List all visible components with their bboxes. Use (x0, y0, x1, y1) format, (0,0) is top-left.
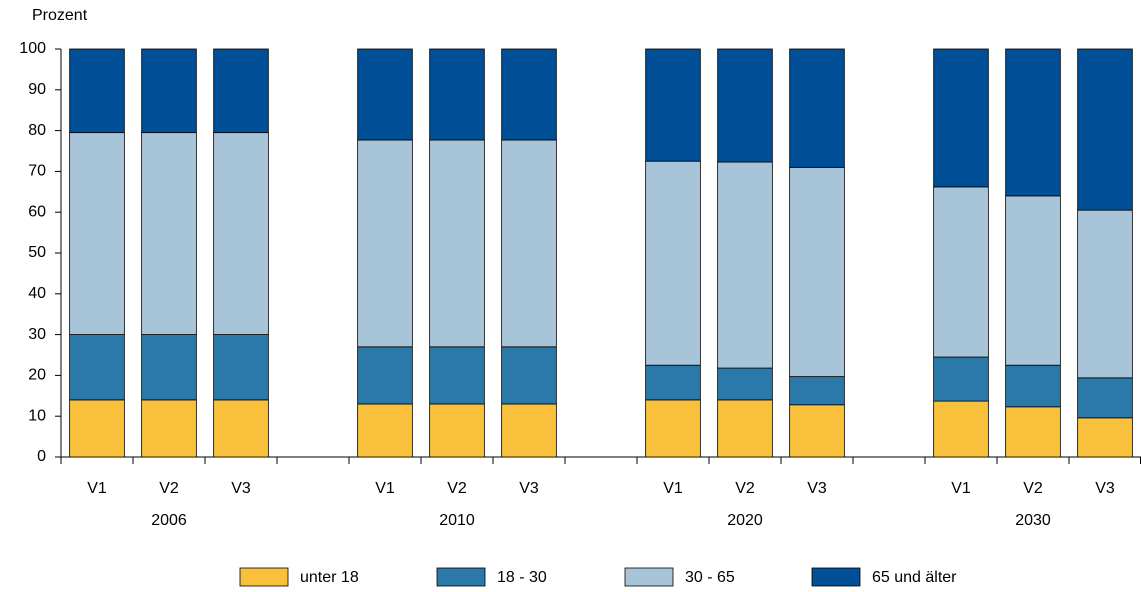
bar-segment (933, 186, 989, 358)
x-tick-label: V3 (807, 480, 827, 497)
bar-segment (141, 334, 197, 401)
bar-segment (717, 399, 773, 458)
y-tick-label: 30 (28, 326, 46, 343)
group-label: 2030 (1015, 512, 1051, 529)
legend-swatch (624, 567, 674, 587)
bar-segment (645, 364, 701, 401)
x-tick-label: V2 (735, 480, 755, 497)
x-tick-label: V2 (159, 480, 179, 497)
bar-segment (1005, 195, 1061, 366)
group-label: 2010 (439, 512, 475, 529)
bar-segment (933, 48, 989, 188)
bar-segment (69, 334, 125, 401)
bar-segment (69, 399, 125, 458)
bar-segment (1005, 48, 1061, 197)
bar-segment (429, 139, 485, 348)
bar-segment (141, 399, 197, 458)
x-tick-label: V1 (951, 480, 971, 497)
bar-segment (933, 400, 989, 458)
bar-segment (717, 367, 773, 401)
bar-segment (1077, 377, 1133, 419)
bar-segment (213, 48, 269, 134)
y-tick-label: 100 (19, 40, 46, 57)
y-tick-label: 80 (28, 122, 46, 139)
legend-swatch (239, 567, 289, 587)
bar-segment (141, 132, 197, 336)
bar-segment (501, 48, 557, 141)
x-tick-label: V3 (1095, 480, 1115, 497)
bar-segment (69, 132, 125, 336)
legend-swatch (811, 567, 861, 587)
x-tick-label: V2 (1023, 480, 1043, 497)
bar-segment (429, 403, 485, 458)
bar-segment (1077, 209, 1133, 379)
bar-segment (213, 132, 269, 336)
x-tick-label: V2 (447, 480, 467, 497)
y-tick-label: 50 (28, 244, 46, 261)
y-tick-label: 20 (28, 367, 46, 384)
bar-segment (645, 399, 701, 458)
group-label: 2006 (151, 512, 187, 529)
y-tick-label: 40 (28, 285, 46, 302)
bar-segment (1005, 364, 1061, 408)
legend-label: 30 - 65 (685, 569, 735, 586)
bar-segment (789, 166, 845, 378)
bar-segment (501, 139, 557, 348)
bar-segment (717, 161, 773, 369)
bar-segment (501, 403, 557, 458)
bar-segment (213, 334, 269, 401)
bar-segment (1005, 406, 1061, 458)
y-tick-label: 10 (28, 407, 46, 424)
x-tick-label: V1 (663, 480, 683, 497)
legend-label: unter 18 (300, 569, 359, 586)
legend-label: 18 - 30 (497, 569, 547, 586)
y-tick-label: 90 (28, 81, 46, 98)
bar-segment (717, 48, 773, 163)
legend-swatch (436, 567, 486, 587)
bar-segment (141, 48, 197, 134)
bar-segment (1077, 417, 1133, 458)
group-label: 2020 (727, 512, 763, 529)
x-tick-label: V1 (87, 480, 107, 497)
bar-segment (357, 48, 413, 141)
bar-segment (69, 48, 125, 134)
bar-segment (357, 346, 413, 405)
bar-segment (357, 139, 413, 348)
bar-segment (645, 160, 701, 366)
bar-segment (213, 399, 269, 458)
y-axis-label: Prozent (32, 7, 88, 24)
y-tick-label: 0 (37, 448, 46, 465)
bar-segment (645, 48, 701, 162)
y-tick-label: 60 (28, 203, 46, 220)
x-tick-label: V3 (231, 480, 251, 497)
bar-segment (789, 404, 845, 458)
bar-segment (357, 403, 413, 458)
bar-segment (933, 356, 989, 402)
x-tick-label: V3 (519, 480, 539, 497)
bar-segment (429, 48, 485, 141)
legend-label: 65 und älter (872, 569, 957, 586)
bar-segment (789, 48, 845, 168)
bar-segment (1077, 48, 1133, 211)
y-tick-label: 70 (28, 163, 46, 180)
bar-segment (501, 346, 557, 405)
bar-segment (789, 376, 845, 406)
x-tick-label: V1 (375, 480, 395, 497)
bar-segment (429, 346, 485, 405)
